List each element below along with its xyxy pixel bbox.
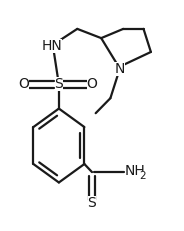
Text: HN: HN [41, 39, 62, 53]
Text: NH: NH [125, 164, 146, 178]
Text: O: O [18, 77, 29, 91]
Text: 2: 2 [139, 170, 146, 181]
Text: S: S [54, 77, 63, 91]
Text: N: N [114, 62, 125, 76]
Text: O: O [86, 77, 98, 91]
Text: S: S [88, 196, 96, 210]
